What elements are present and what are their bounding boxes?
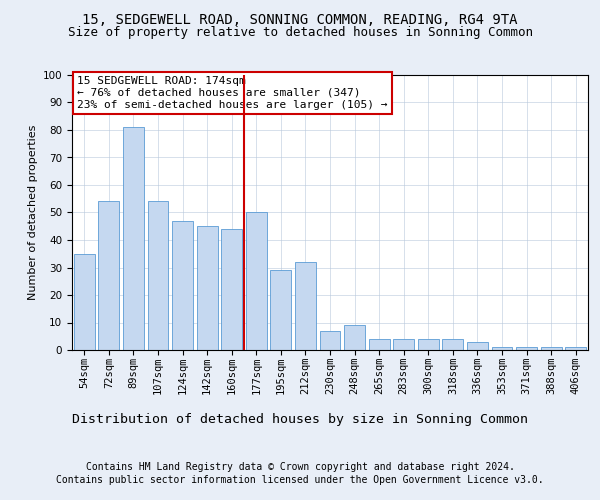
Bar — [295, 262, 316, 350]
Bar — [246, 212, 267, 350]
Bar — [74, 254, 95, 350]
Bar — [271, 270, 292, 350]
Bar — [393, 339, 414, 350]
Text: 15, SEDGEWELL ROAD, SONNING COMMON, READING, RG4 9TA: 15, SEDGEWELL ROAD, SONNING COMMON, READ… — [82, 12, 518, 26]
Bar — [172, 221, 193, 350]
Bar — [491, 347, 512, 350]
Y-axis label: Number of detached properties: Number of detached properties — [28, 125, 38, 300]
Bar — [197, 226, 218, 350]
Bar — [418, 339, 439, 350]
Bar — [541, 347, 562, 350]
Bar — [148, 202, 169, 350]
Text: Size of property relative to detached houses in Sonning Common: Size of property relative to detached ho… — [67, 26, 533, 39]
Text: Distribution of detached houses by size in Sonning Common: Distribution of detached houses by size … — [72, 412, 528, 426]
Bar — [123, 127, 144, 350]
Bar — [98, 202, 119, 350]
Bar — [368, 339, 389, 350]
Bar — [344, 325, 365, 350]
Text: Contains public sector information licensed under the Open Government Licence v3: Contains public sector information licen… — [56, 475, 544, 485]
Text: 15 SEDGEWELL ROAD: 174sqm
← 76% of detached houses are smaller (347)
23% of semi: 15 SEDGEWELL ROAD: 174sqm ← 76% of detac… — [77, 76, 388, 110]
Bar — [565, 347, 586, 350]
Bar — [467, 342, 488, 350]
Bar — [320, 331, 340, 350]
Bar — [442, 339, 463, 350]
Text: Contains HM Land Registry data © Crown copyright and database right 2024.: Contains HM Land Registry data © Crown c… — [86, 462, 514, 472]
Bar — [516, 347, 537, 350]
Bar — [221, 229, 242, 350]
